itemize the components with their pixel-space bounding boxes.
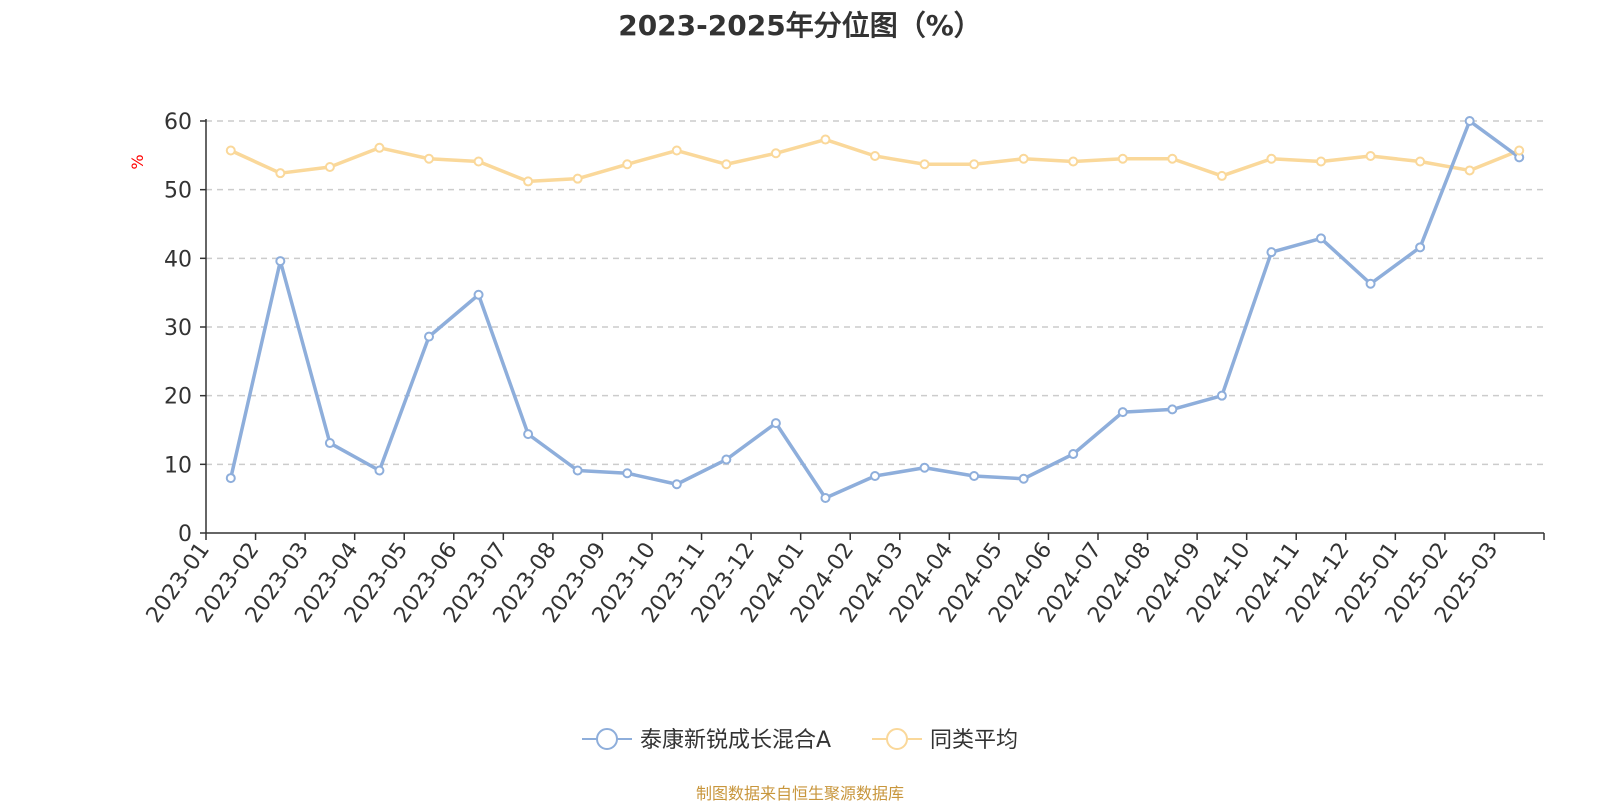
data-point — [275, 256, 286, 267]
y-tick-label: 20 — [164, 385, 192, 410]
data-point — [523, 429, 534, 440]
data-point — [424, 331, 434, 342]
data-point — [770, 148, 781, 159]
data-point — [523, 176, 534, 187]
data-point — [225, 473, 236, 484]
data-point — [622, 159, 633, 170]
data-point — [473, 156, 484, 167]
data-point — [1365, 278, 1376, 289]
data-point — [919, 462, 930, 473]
data-point — [1018, 473, 1029, 484]
data-point — [969, 159, 980, 170]
data-point — [770, 418, 781, 429]
data-point — [324, 162, 335, 173]
series-line — [229, 119, 1521, 500]
data-point — [324, 438, 335, 449]
data-point — [870, 471, 880, 482]
data-point — [969, 471, 980, 482]
data-point — [820, 134, 831, 145]
data-point — [1415, 242, 1426, 253]
data-point — [1316, 233, 1326, 244]
series-layer — [225, 116, 1525, 503]
legend-label: 同类平均 — [930, 728, 1018, 753]
data-point — [225, 145, 236, 156]
data-point — [473, 289, 484, 300]
chart-title: 2023-2025年分位图（%） — [618, 9, 982, 42]
y-tick-label: 0 — [178, 522, 192, 547]
axes — [200, 119, 1545, 540]
data-point — [572, 465, 583, 476]
data-point — [1514, 145, 1525, 156]
legend-marker — [596, 728, 618, 750]
data-point — [1464, 116, 1475, 126]
y-tick-label: 60 — [164, 110, 192, 135]
data-point — [1018, 153, 1029, 164]
data-point — [820, 492, 831, 503]
data-point — [572, 173, 583, 184]
data-point — [671, 145, 682, 156]
data-point — [622, 468, 633, 479]
grid-lines — [206, 120, 1544, 466]
data-point — [1167, 153, 1178, 164]
data-point — [1216, 170, 1227, 181]
data-point — [374, 142, 385, 153]
y-tick-label: 50 — [164, 179, 192, 204]
data-point — [275, 168, 286, 179]
source-note: 制图数据来自恒生聚源数据库 — [695, 784, 904, 803]
y-tick-label: 40 — [164, 247, 192, 272]
data-point — [374, 465, 385, 476]
data-point — [1117, 153, 1128, 164]
data-point — [1415, 156, 1426, 167]
x-tick-labels: 2023-012023-022023-032023-042023-052023-… — [142, 538, 1504, 628]
data-point — [1068, 449, 1079, 460]
legend-marker — [886, 728, 908, 750]
data-point — [1068, 156, 1079, 167]
data-point — [1365, 151, 1376, 162]
data-point — [1316, 156, 1326, 167]
y-tick-label: 30 — [164, 316, 192, 341]
data-point — [721, 454, 732, 465]
y-tick-labels: 0 10 20 30 40 50 60 — [164, 110, 192, 547]
legend: 泰康新锐成长混合A 同类平均 — [582, 728, 1018, 753]
data-point — [424, 153, 434, 164]
data-point — [1117, 407, 1128, 418]
data-point — [721, 159, 732, 170]
y-tick-label: 10 — [164, 453, 192, 478]
data-point — [870, 151, 880, 162]
data-point — [671, 479, 682, 490]
data-point — [1266, 153, 1277, 164]
data-point — [1464, 165, 1475, 176]
data-point — [919, 159, 930, 170]
y-axis-label: % — [128, 154, 147, 169]
data-point — [1167, 404, 1178, 415]
data-point — [1266, 247, 1277, 258]
data-point — [1216, 390, 1227, 401]
legend-label: 泰康新锐成长混合A — [640, 728, 831, 753]
